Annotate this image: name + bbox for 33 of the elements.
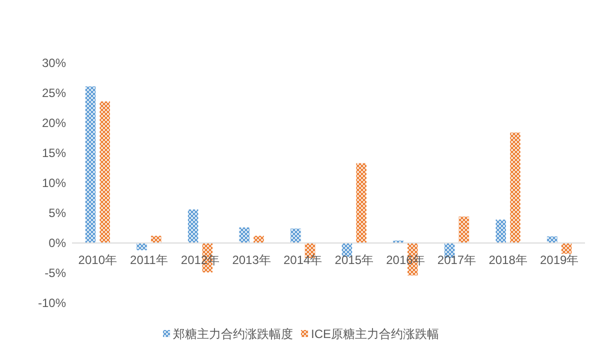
y-tick-label: -5% — [44, 266, 66, 280]
y-tick-label: 10% — [42, 176, 66, 190]
bar — [290, 228, 301, 243]
legend-label: 郑糖主力合约涨跌幅度 — [172, 327, 293, 341]
x-tick-label: 2014年 — [284, 253, 322, 267]
y-tick-label: 25% — [42, 86, 66, 100]
y-tick-label: 5% — [48, 206, 66, 220]
y-tick-label: 15% — [42, 146, 66, 160]
bar — [458, 216, 470, 243]
bar — [100, 101, 110, 243]
bar — [136, 243, 147, 250]
y-tick-label: 0% — [48, 236, 66, 250]
x-tick-label: 2019年 — [540, 253, 579, 267]
bar — [254, 236, 264, 243]
bar — [561, 243, 572, 254]
bar — [356, 163, 366, 243]
y-tick-label: -10% — [38, 296, 66, 310]
y-tick-label: 20% — [42, 116, 66, 130]
bar — [547, 236, 558, 243]
legend-label: ICE原糖主力合约涨跌幅 — [310, 327, 440, 341]
bar — [151, 236, 162, 243]
x-tick-label: 2011年 — [130, 253, 168, 267]
bar — [188, 209, 198, 243]
x-tick-label: 2015年 — [334, 253, 374, 267]
bar — [510, 132, 520, 243]
bar — [85, 86, 96, 243]
y-tick-label: 30% — [42, 56, 66, 70]
bar — [496, 220, 506, 243]
x-tick-label: 2018年 — [488, 253, 528, 267]
x-tick-label: 2013年 — [232, 253, 271, 267]
bar — [239, 227, 250, 243]
x-tick-label: 2010年 — [78, 253, 117, 267]
x-tick-label: 2017年 — [437, 253, 476, 267]
